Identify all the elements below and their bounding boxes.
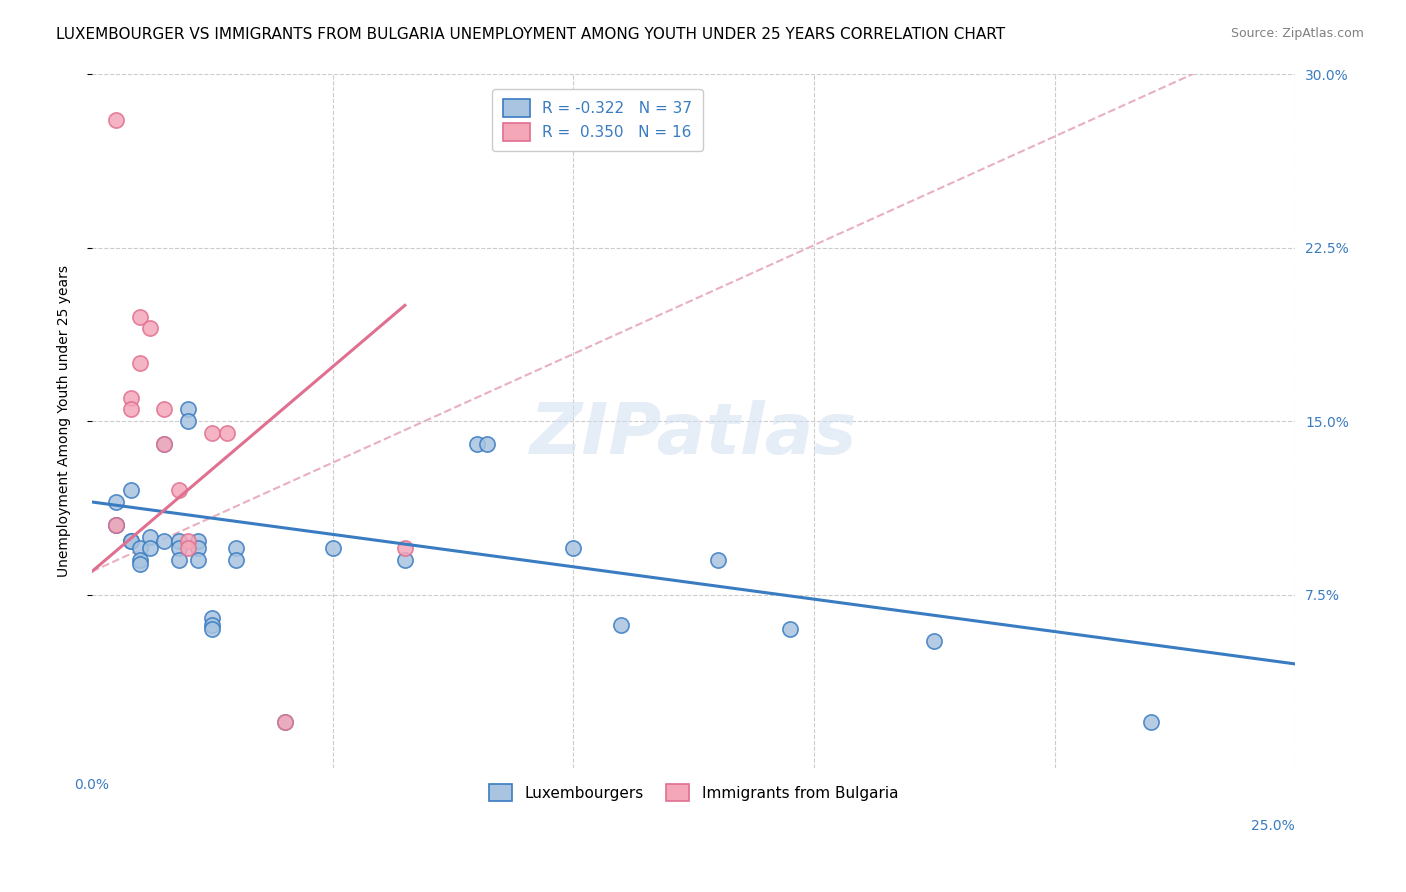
Point	[475, 437, 498, 451]
Point	[120, 391, 142, 405]
Point	[177, 402, 200, 417]
Point	[201, 617, 224, 632]
Point	[187, 534, 209, 549]
Point	[177, 414, 200, 428]
Point	[105, 518, 128, 533]
Point	[105, 518, 128, 533]
Point	[139, 541, 162, 556]
Text: LUXEMBOURGER VS IMMIGRANTS FROM BULGARIA UNEMPLOYMENT AMONG YOUTH UNDER 25 YEARS: LUXEMBOURGER VS IMMIGRANTS FROM BULGARIA…	[56, 27, 1005, 42]
Point	[201, 425, 224, 440]
Point	[1140, 714, 1163, 729]
Point	[129, 553, 152, 567]
Point	[273, 714, 295, 729]
Point	[120, 483, 142, 498]
Point	[394, 553, 416, 567]
Point	[120, 402, 142, 417]
Point	[394, 541, 416, 556]
Point	[225, 553, 247, 567]
Text: Source: ZipAtlas.com: Source: ZipAtlas.com	[1230, 27, 1364, 40]
Point	[153, 437, 176, 451]
Point	[105, 495, 128, 509]
Point	[129, 558, 152, 572]
Point	[225, 541, 247, 556]
Point	[187, 541, 209, 556]
Point	[562, 541, 585, 556]
Point	[779, 622, 801, 636]
Point	[215, 425, 238, 440]
Point	[610, 617, 633, 632]
Point	[167, 553, 190, 567]
Point	[167, 483, 190, 498]
Point	[139, 530, 162, 544]
Point	[167, 534, 190, 549]
Point	[139, 321, 162, 335]
Point	[465, 437, 488, 451]
Legend: Luxembourgers, Immigrants from Bulgaria: Luxembourgers, Immigrants from Bulgaria	[481, 776, 905, 809]
Point	[922, 633, 945, 648]
Point	[153, 534, 176, 549]
Point	[120, 534, 142, 549]
Point	[153, 437, 176, 451]
Point	[177, 534, 200, 549]
Text: ZIPatlas: ZIPatlas	[530, 401, 858, 469]
Point	[273, 714, 295, 729]
Point	[322, 541, 344, 556]
Y-axis label: Unemployment Among Youth under 25 years: Unemployment Among Youth under 25 years	[58, 265, 72, 577]
Point	[129, 310, 152, 324]
Point	[105, 113, 128, 128]
Point	[105, 518, 128, 533]
Point	[177, 541, 200, 556]
Text: 25.0%: 25.0%	[1251, 819, 1295, 833]
Point	[129, 356, 152, 370]
Point	[706, 553, 728, 567]
Point	[129, 541, 152, 556]
Point	[201, 622, 224, 636]
Point	[120, 534, 142, 549]
Point	[167, 541, 190, 556]
Point	[201, 610, 224, 624]
Point	[153, 402, 176, 417]
Point	[187, 553, 209, 567]
